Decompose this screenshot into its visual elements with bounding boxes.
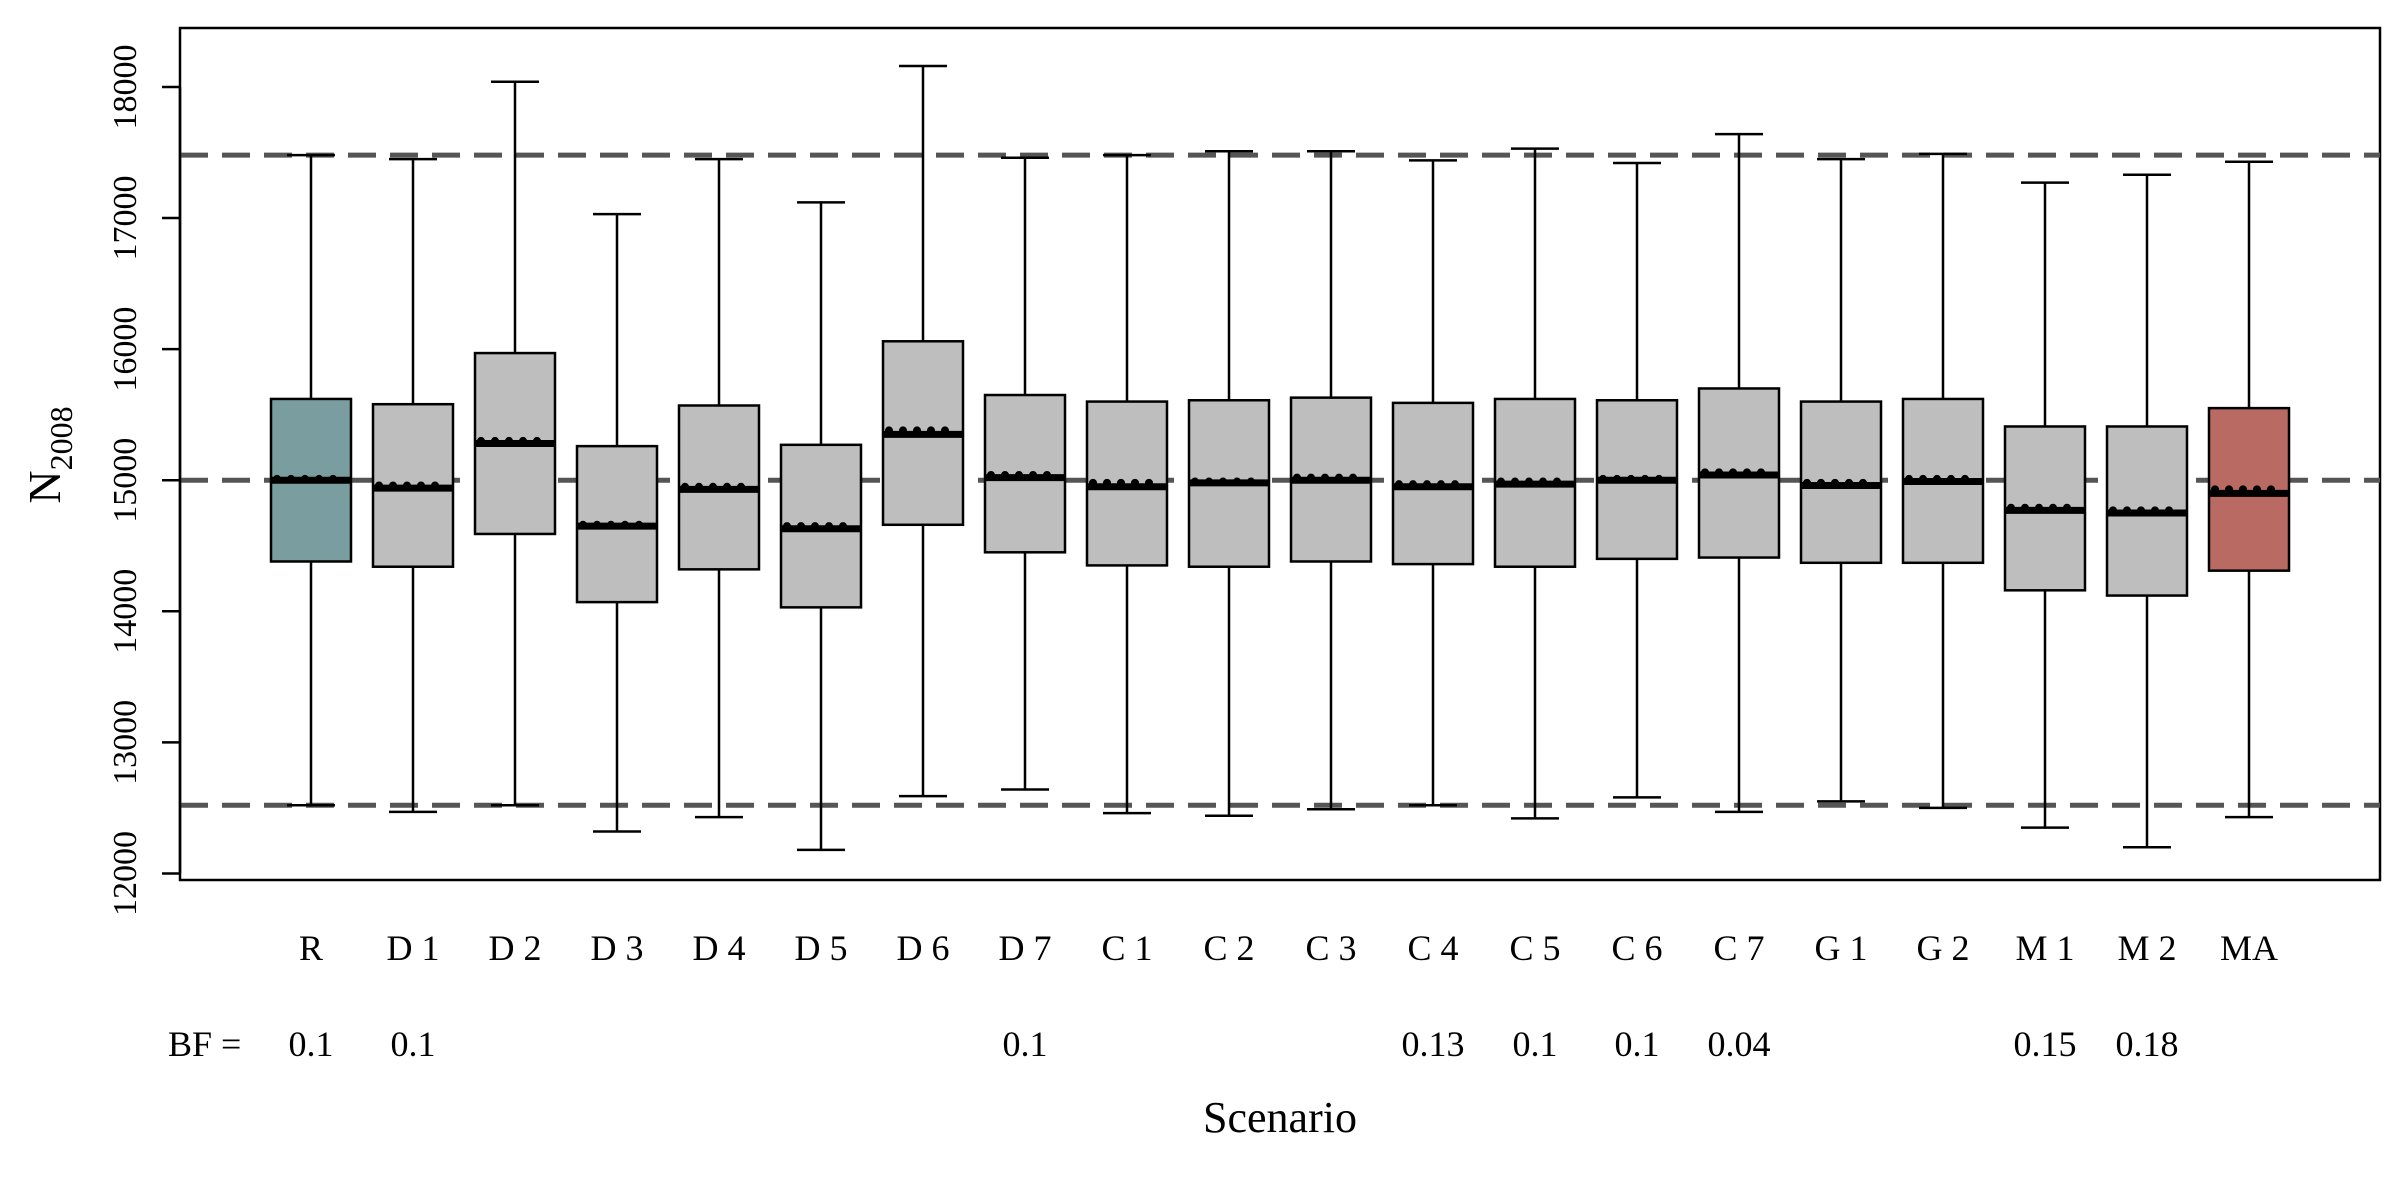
x-tick-label: R — [299, 928, 323, 968]
x-tick-label: D 6 — [897, 928, 950, 968]
box-c5 — [1493, 147, 1577, 820]
iqr-box — [2207, 406, 2291, 572]
bf-value: 0.13 — [1402, 1024, 1465, 1064]
x-tick-label: G 1 — [1815, 928, 1868, 968]
box-m1 — [2003, 181, 2087, 829]
box-d4 — [677, 157, 761, 819]
box-r — [269, 153, 353, 807]
y-tick-label: 13000 — [107, 700, 144, 785]
y-tick-label: 18000 — [107, 44, 144, 129]
bf-row: BF = 0.1 0.1 0.1 0.13 0.1 0.1 0.04 0.15 0.18 — [168, 1024, 2179, 1064]
x-tick-label: D 5 — [795, 928, 848, 968]
bf-value: 0.1 — [391, 1024, 436, 1064]
box-d6 — [881, 64, 965, 798]
x-tick-label: MA — [2220, 928, 2278, 968]
x-axis-label: Scenario — [1203, 1093, 1357, 1142]
bf-value: 0.1 — [1615, 1024, 1660, 1064]
x-tick-label: C 1 — [1101, 928, 1152, 968]
box-m2 — [2105, 173, 2189, 849]
box-d5 — [779, 201, 863, 852]
x-tick-label: C 5 — [1509, 928, 1560, 968]
bf-value: 0.1 — [1513, 1024, 1558, 1064]
boxes-group — [269, 64, 2291, 852]
x-tick-label: M 2 — [2117, 928, 2176, 968]
y-tick-label: 17000 — [107, 176, 144, 261]
x-tick-label: C 2 — [1203, 928, 1254, 968]
x-tick-labels: R D 1 D 2 D 3 D 4 D 5 D 6 D 7 C 1 C 2 C 3 C 4 C 5 C 6… — [299, 928, 2278, 968]
y-axis-label-main: N — [19, 470, 70, 503]
bf-value: 0.1 — [289, 1024, 334, 1064]
x-tick-label: D 2 — [489, 928, 542, 968]
bf-value: 0.04 — [1708, 1024, 1771, 1064]
box-c2 — [1187, 149, 1271, 818]
y-axis: 12000 13000 14000 15000 16000 17000 18000 — [107, 44, 182, 916]
x-tick-label: D 1 — [387, 928, 440, 968]
box-d7 — [983, 156, 1067, 791]
box-c6 — [1595, 161, 1679, 799]
box-g1 — [1799, 157, 1883, 803]
box-c3 — [1289, 149, 1373, 811]
box-d2 — [473, 80, 557, 807]
x-tick-label: D 7 — [999, 928, 1052, 968]
bf-value: 0.1 — [1003, 1024, 1048, 1064]
x-tick-label: C 3 — [1305, 928, 1356, 968]
x-tick-label: D 3 — [591, 928, 644, 968]
x-tick-label: C 6 — [1611, 928, 1662, 968]
box-c1 — [1085, 153, 1169, 815]
x-tick-label: C 4 — [1407, 928, 1458, 968]
box-ma — [2207, 160, 2291, 819]
bf-label: BF = — [168, 1024, 241, 1064]
box-c7 — [1697, 132, 1781, 814]
y-axis-label-subscript: 2008 — [43, 406, 79, 470]
x-tick-label: M 1 — [2015, 928, 2074, 968]
y-tick-label: 14000 — [107, 569, 144, 654]
x-tick-label: C 7 — [1713, 928, 1764, 968]
bf-value: 0.18 — [2116, 1024, 2179, 1064]
box-d1 — [371, 157, 455, 814]
iqr-box — [983, 393, 1067, 554]
box-g2 — [1901, 152, 1985, 810]
box-c4 — [1391, 159, 1475, 807]
x-tick-label: G 2 — [1917, 928, 1970, 968]
y-tick-label: 12000 — [107, 831, 144, 916]
y-tick-label: 15000 — [107, 438, 144, 523]
bf-value: 0.15 — [2014, 1024, 2077, 1064]
y-axis-label: N2008 — [19, 406, 79, 503]
y-tick-label: 16000 — [107, 307, 144, 392]
x-tick-label: D 4 — [693, 928, 746, 968]
box-d3 — [575, 212, 659, 833]
